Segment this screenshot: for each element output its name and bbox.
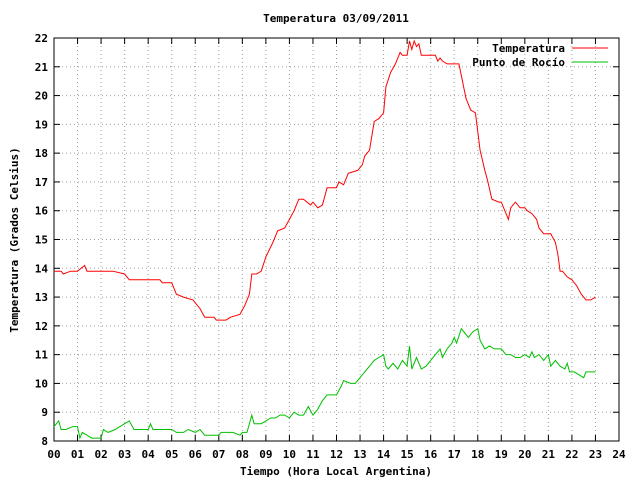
legend-label: Punto de Rocío: [472, 56, 565, 69]
chart-title: Temperatura 03/09/2011: [263, 12, 409, 25]
x-tick-label: 18: [471, 448, 484, 461]
x-tick-label: 00: [47, 448, 60, 461]
y-tick-label: 12: [35, 320, 48, 333]
x-tick-label: 21: [542, 448, 556, 461]
y-tick-label: 14: [35, 262, 49, 275]
y-tick-label: 15: [35, 234, 48, 247]
x-tick-label: 02: [94, 448, 107, 461]
grid: [54, 38, 619, 441]
y-tick-label: 8: [41, 435, 48, 448]
series-line-punto-de-rocio: [53, 327, 596, 440]
x-tick-label: 17: [448, 448, 461, 461]
x-tick-label: 22: [565, 448, 578, 461]
y-tick-label: 21: [35, 61, 49, 74]
x-tick-label: 14: [377, 448, 391, 461]
x-tick-label: 23: [589, 448, 602, 461]
y-tick-label: 19: [35, 118, 48, 131]
x-tick-label: 03: [118, 448, 131, 461]
y-tick-label: 17: [35, 176, 48, 189]
y-axis-label: Temperatura (Grados Celsius): [8, 147, 21, 332]
series-lines: [53, 39, 596, 440]
x-tick-label: 11: [306, 448, 320, 461]
y-tick-label: 16: [35, 205, 49, 218]
y-tick-label: 13: [35, 291, 48, 304]
x-tick-label: 08: [236, 448, 249, 461]
legend-label: Temperatura: [492, 42, 565, 55]
x-tick-label: 07: [212, 448, 225, 461]
x-tick-label: 15: [401, 448, 414, 461]
y-tick-label: 11: [35, 349, 49, 362]
y-tick-label: 18: [35, 147, 48, 160]
x-axis-label: Tiempo (Hora Local Argentina): [240, 465, 432, 478]
axis-ticks: 00 01 02 03 04 05 06 07 08 09 10 11 12 13 14 15 16 17 18 19…: [35, 32, 626, 461]
x-tick-label: 20: [518, 448, 531, 461]
x-tick-label: 01: [71, 448, 85, 461]
y-tick-label: 20: [35, 90, 48, 103]
x-tick-label: 05: [165, 448, 178, 461]
x-tick-label: 04: [142, 448, 156, 461]
y-tick-label: 9: [41, 406, 48, 419]
x-tick-label: 13: [353, 448, 366, 461]
x-tick-label: 16: [424, 448, 438, 461]
series-line-temperatura: [54, 39, 596, 321]
x-tick-label: 24: [612, 448, 626, 461]
y-tick-label: 22: [35, 32, 48, 45]
x-tick-label: 10: [283, 448, 296, 461]
x-tick-label: 09: [259, 448, 272, 461]
y-tick-label: 10: [35, 377, 48, 390]
x-tick-label: 19: [495, 448, 508, 461]
x-tick-label: 06: [189, 448, 203, 461]
x-tick-label: 12: [330, 448, 343, 461]
